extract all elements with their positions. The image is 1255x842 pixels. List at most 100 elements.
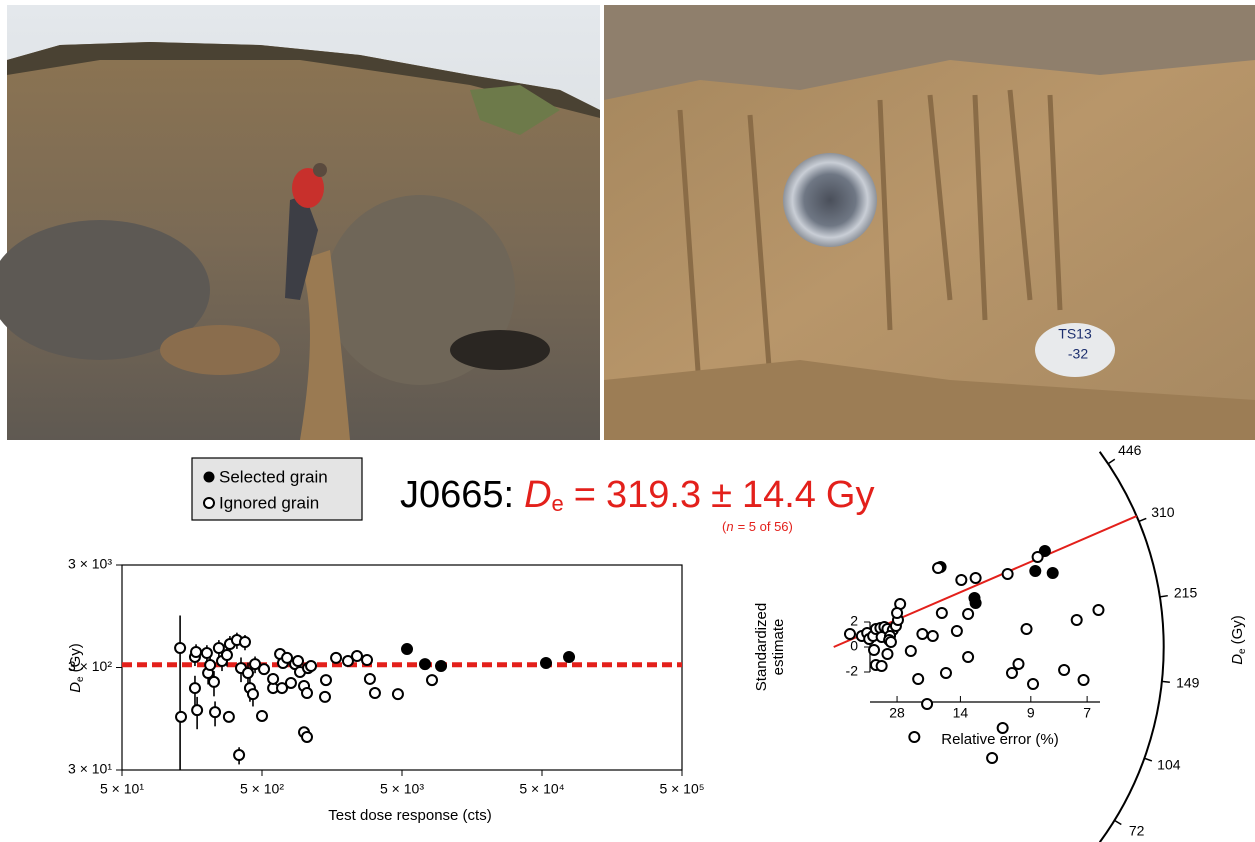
data-point [971, 573, 981, 583]
data-point [1072, 615, 1082, 625]
data-point [365, 674, 375, 684]
z-tick-label: 104 [1157, 756, 1181, 772]
data-point [191, 647, 201, 657]
data-point [1033, 552, 1043, 562]
data-point [892, 608, 902, 618]
z-label-symbol: D [1229, 654, 1246, 665]
data-point [937, 608, 947, 618]
data-point [176, 712, 186, 722]
data-point [286, 678, 296, 688]
data-point [175, 643, 185, 653]
data-point [352, 651, 362, 661]
x-tick-label: 5 × 10³ [380, 781, 424, 797]
data-point [1059, 665, 1069, 675]
data-point [224, 712, 234, 722]
data-point [869, 645, 879, 655]
x-tick-label: 5 × 10⁵ [659, 781, 704, 797]
z-tick-label: 72 [1129, 823, 1145, 839]
data-point [205, 660, 215, 670]
x-tick-label: 9 [1027, 705, 1035, 721]
data-point [302, 732, 312, 742]
x-tick-label: 5 × 10¹ [100, 781, 144, 797]
z-tick [1162, 681, 1170, 682]
data-point [941, 668, 951, 678]
note-rest: = 5 of 56) [738, 519, 793, 534]
y-label-symbol: D [67, 682, 84, 693]
z-tick [1160, 596, 1168, 597]
data-point [913, 674, 923, 684]
data-point [933, 563, 943, 573]
data-point [1079, 675, 1089, 685]
data-point [909, 732, 919, 742]
data-point [306, 661, 316, 671]
data-point [1007, 668, 1017, 678]
data-point [234, 750, 244, 760]
y-tick-label: 3 × 10² [68, 658, 112, 674]
z-tick-label: 446 [1118, 442, 1142, 458]
z-tick-label: 149 [1176, 674, 1200, 690]
data-point [222, 650, 232, 660]
z-axis-label: De(Gy) [1229, 615, 1248, 665]
data-point [882, 649, 892, 659]
z-tick [1108, 459, 1115, 463]
data-point [320, 692, 330, 702]
data-point [192, 705, 202, 715]
z-tick-label: 215 [1174, 584, 1198, 600]
data-point [845, 629, 855, 639]
rock-label: TS13 [1058, 326, 1092, 342]
data-point [963, 652, 973, 662]
data-point [1030, 566, 1040, 576]
photo-left [0, 5, 600, 440]
heading-symbol: D [524, 474, 551, 516]
legend-label: Ignored grain [219, 493, 319, 512]
data-point [210, 707, 220, 717]
legend: Selected grain Ignored grain [192, 458, 362, 520]
y-tick-label: 3 × 10¹ [68, 761, 112, 777]
heading-subscript: e [552, 491, 564, 516]
heading-sample: J0665: [400, 474, 514, 516]
data-point [190, 683, 200, 693]
data-point [952, 626, 962, 636]
y-tick-label: -2 [846, 663, 859, 679]
data-point [243, 668, 253, 678]
data-point [906, 646, 916, 656]
data-point [402, 644, 412, 654]
data-point [1013, 659, 1023, 669]
data-point [1048, 568, 1058, 578]
z-tick [1144, 758, 1152, 761]
data-point [257, 711, 267, 721]
z-label-subscript: e [1237, 648, 1248, 654]
heading-error: 14.4 [742, 474, 816, 516]
x-tick-label: 5 × 10² [240, 781, 284, 797]
data-point [302, 688, 312, 698]
x-axis-label: Test dose response (cts) [328, 807, 491, 824]
data-point [321, 675, 331, 685]
y-tick-label: 3 × 10³ [68, 556, 112, 572]
data-point [564, 652, 574, 662]
data-point [331, 653, 341, 663]
figure: TS13 -32 Selected grain Ignored grain J0… [0, 0, 1255, 842]
y-tick-label: 2 [850, 613, 858, 629]
data-point [370, 688, 380, 698]
data-point [1003, 569, 1013, 579]
data-point [393, 689, 403, 699]
data-point [240, 637, 250, 647]
heading-note: (n= 5 of 56) [722, 519, 793, 534]
heading-equals: = [574, 474, 596, 516]
data-point [420, 659, 430, 669]
figure-svg: TS13 -32 Selected grain Ignored grain J0… [0, 0, 1255, 842]
rock-label: -32 [1068, 346, 1088, 362]
data-point [209, 677, 219, 687]
data-point [956, 575, 966, 585]
data-point [202, 648, 212, 658]
data-point [293, 656, 303, 666]
x-tick-label: 5 × 10⁴ [519, 781, 564, 797]
data-point [541, 658, 551, 668]
data-point [362, 655, 372, 665]
data-point [436, 661, 446, 671]
heading-value: 319.3 [606, 474, 701, 516]
data-point [877, 661, 887, 671]
x-axis-label: Relative error (%) [941, 731, 1059, 748]
data-point [971, 598, 981, 608]
data-point [259, 664, 269, 674]
